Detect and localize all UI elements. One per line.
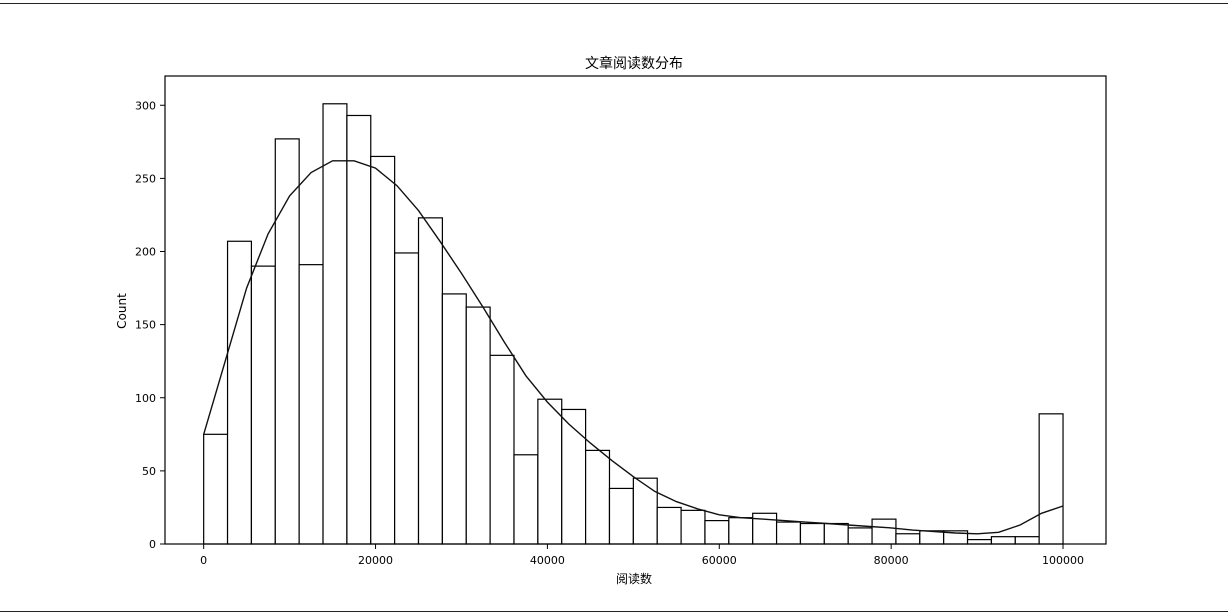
y-tick-label: 100 xyxy=(135,392,156,405)
y-tick-label: 0 xyxy=(149,538,156,551)
histogram-bar xyxy=(895,533,921,545)
histogram-bar xyxy=(537,398,563,545)
y-axis-ticks: 0 50 100 150 200 250 300 xyxy=(135,99,165,551)
y-tick-label: 150 xyxy=(135,319,156,332)
bottom-rule xyxy=(0,611,1228,612)
y-tick-label: 250 xyxy=(135,172,156,185)
x-tick-label: 20000 xyxy=(358,554,393,567)
histogram-bar xyxy=(823,522,849,545)
x-tick-label: 0 xyxy=(200,554,207,567)
x-tick-label: 60000 xyxy=(702,554,737,567)
histogram-bar xyxy=(752,512,778,545)
plot-frame xyxy=(164,75,1107,545)
y-tick-label: 200 xyxy=(135,246,156,259)
bars-group xyxy=(203,103,1064,545)
histogram-bar xyxy=(298,264,324,545)
histogram-bar xyxy=(250,265,276,545)
histogram-bar xyxy=(632,477,658,545)
histogram-bar xyxy=(370,155,396,545)
histogram-bar xyxy=(680,509,706,545)
chart-title: 文章阅读数分布 xyxy=(585,55,683,72)
histogram-bar xyxy=(799,522,825,545)
histogram-bar xyxy=(322,103,348,545)
histogram-bar xyxy=(417,217,443,545)
top-rule xyxy=(0,3,1228,4)
histogram-bar xyxy=(465,306,491,545)
kde-line xyxy=(203,160,1064,535)
histogram-bar xyxy=(1038,413,1064,545)
x-tick-label: 100000 xyxy=(1042,554,1084,567)
histogram-bar xyxy=(346,114,372,545)
histogram-bar xyxy=(561,408,587,545)
histogram-bar xyxy=(990,536,1016,545)
histogram-bar xyxy=(966,539,993,545)
x-axis-ticks: 0 20000 40000 60000 80000 100000 xyxy=(200,544,1084,567)
histogram-bar xyxy=(728,517,754,545)
histogram-bar xyxy=(441,293,467,545)
y-axis-label: Count xyxy=(115,293,129,329)
y-tick-label: 300 xyxy=(135,99,156,112)
histogram-bar xyxy=(871,518,897,545)
histogram-bar xyxy=(394,252,420,545)
histogram-bar xyxy=(513,454,539,545)
x-axis-label: 阅读数 xyxy=(616,571,652,586)
x-tick-label: 40000 xyxy=(530,554,565,567)
histogram-bar xyxy=(704,519,730,545)
histogram-bar xyxy=(203,433,229,545)
histogram-bar xyxy=(775,521,802,545)
histogram-bar xyxy=(656,506,682,545)
histogram-bar xyxy=(608,487,634,545)
histogram-bar xyxy=(585,449,611,545)
histogram-bar xyxy=(847,527,873,545)
histogram-bar xyxy=(919,530,945,545)
x-tick-label: 80000 xyxy=(874,554,909,567)
histogram-bar xyxy=(489,354,515,545)
histogram-bar xyxy=(1014,536,1040,545)
y-tick-label: 50 xyxy=(142,465,156,478)
